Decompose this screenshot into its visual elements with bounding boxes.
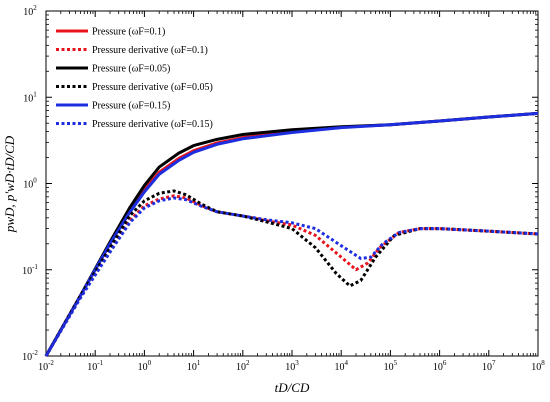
x-tick-label: 10-1 [87,359,103,373]
legend-label: Pressure derivative (ωF=0.1) [92,45,208,56]
axis-tick-labels: 10-2 10-1 100 101 102 103 104 105 106 107 108 10-2 1… [22,4,545,373]
axis-ticks [45,10,539,357]
series-line-6 [44,196,539,357]
x-tick-label: 101 [187,359,201,373]
y-tick-label: 10-2 [22,349,38,363]
x-tick-label: 106 [433,359,447,373]
y-tick-label: 102 [23,4,37,18]
x-tick-label: 107 [482,359,496,373]
x-tick-label: 102 [236,359,250,373]
legend-label: Pressure derivative (ωF=0.05) [92,82,213,93]
x-tick-label: 108 [531,359,545,373]
series-layer [44,111,539,357]
legend-label: Pressure (ωF=0.1) [92,27,165,38]
x-tick-label: 105 [384,359,398,373]
x-tick-label: 100 [138,359,152,373]
x-tick-label: 10-2 [38,359,54,373]
plot-area [45,10,539,357]
legend-label: Pressure derivative (ωF=0.15) [92,119,213,130]
y-tick-label: 100 [23,177,37,191]
x-axis-label: tD/CD [275,380,310,395]
y-axis-label: pwD, p'wD·tD/CD [2,135,17,233]
series-line-4 [44,189,539,357]
x-tick-label: 103 [285,359,299,373]
y-tick-label: 10-1 [22,263,38,277]
x-tick-label: 104 [334,359,348,373]
series-line-5 [44,111,539,357]
legend: Pressure (ωF=0.1) Pressure derivative (ωF… [56,27,213,130]
legend-label: Pressure (ωF=0.15) [92,101,170,112]
legend-label: Pressure (ωF=0.05) [92,64,170,75]
y-tick-label: 101 [23,90,37,104]
